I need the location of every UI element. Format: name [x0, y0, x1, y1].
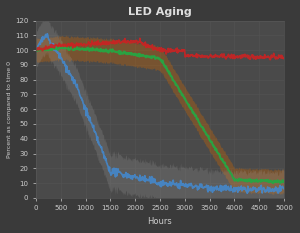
Title: LED Aging: LED Aging	[128, 7, 192, 17]
X-axis label: Hours: Hours	[148, 217, 172, 226]
Y-axis label: Percent as compared to time 0: Percent as compared to time 0	[7, 61, 12, 158]
